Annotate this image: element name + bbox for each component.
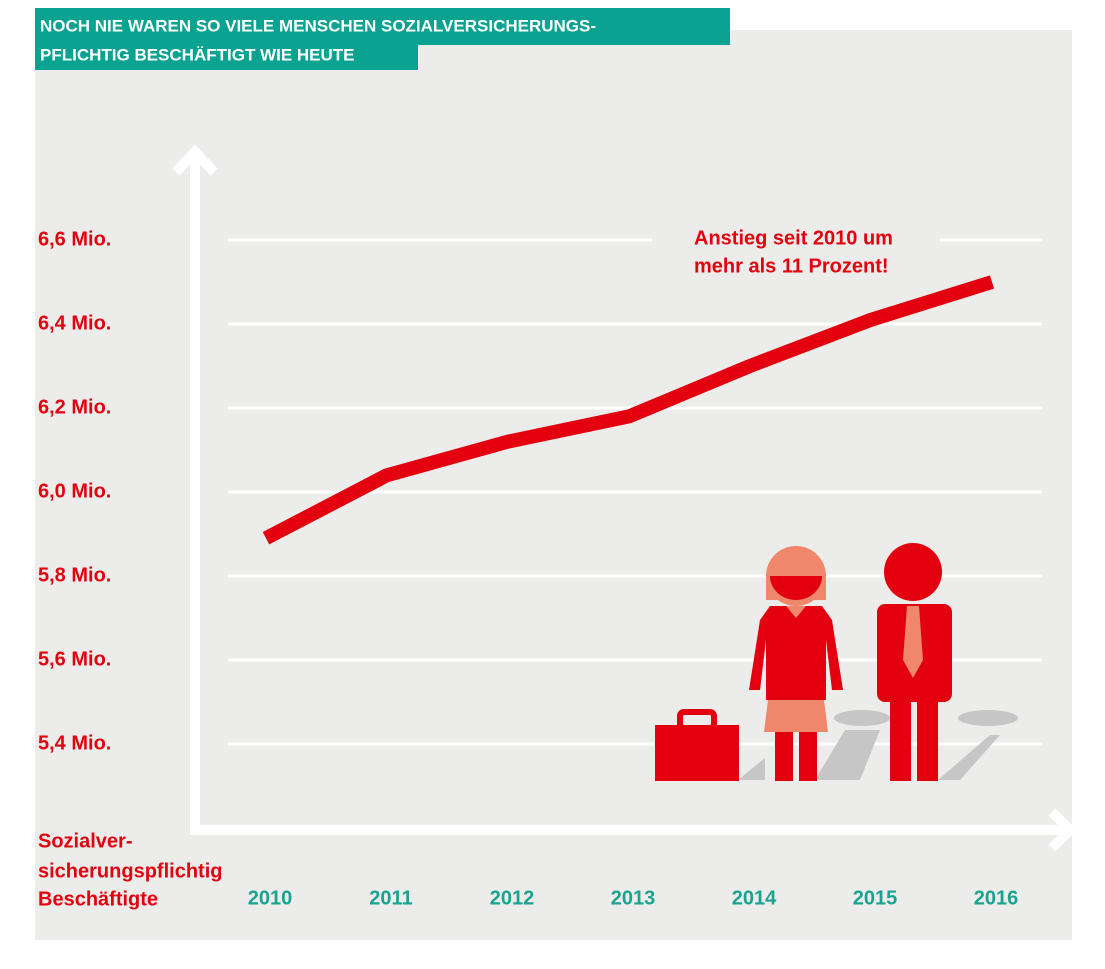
y-tick-label: 6,0 Mio. (38, 480, 111, 502)
x-tick-label: 2013 (611, 887, 656, 909)
x-tick-label: 2010 (248, 887, 293, 909)
annotation: Anstieg seit 2010 um (694, 227, 893, 249)
x-tick-label: 2015 (853, 887, 898, 909)
y-axis-label: Sozialver- (38, 830, 132, 852)
y-tick-label: 6,6 Mio. (38, 228, 111, 250)
y-tick-label: 6,4 Mio. (38, 312, 111, 334)
y-tick-label: 5,8 Mio. (38, 564, 111, 586)
y-tick-label: 5,4 Mio. (38, 732, 111, 754)
y-tick-label: 6,2 Mio. (38, 396, 111, 418)
x-tick-label: 2014 (732, 887, 777, 909)
chart: NOCH NIE WAREN SO VIELE MENSCHEN SOZIALV… (0, 0, 1105, 969)
y-tick-label: 5,6 Mio. (38, 648, 111, 670)
y-axis-label: sicherungspflichtig (38, 860, 222, 882)
y-axis-label: Beschäftigte (38, 888, 158, 910)
chart-title: NOCH NIE WAREN SO VIELE MENSCHEN SOZIALV… (40, 16, 596, 35)
x-tick-label: 2011 (369, 887, 412, 909)
x-tick-label: 2016 (974, 887, 1019, 909)
chart-title: PFLICHTIG BESCHÄFTIGT WIE HEUTE (40, 45, 355, 64)
x-tick-label: 2012 (490, 887, 535, 909)
annotation: mehr als 11 Prozent! (694, 255, 889, 277)
